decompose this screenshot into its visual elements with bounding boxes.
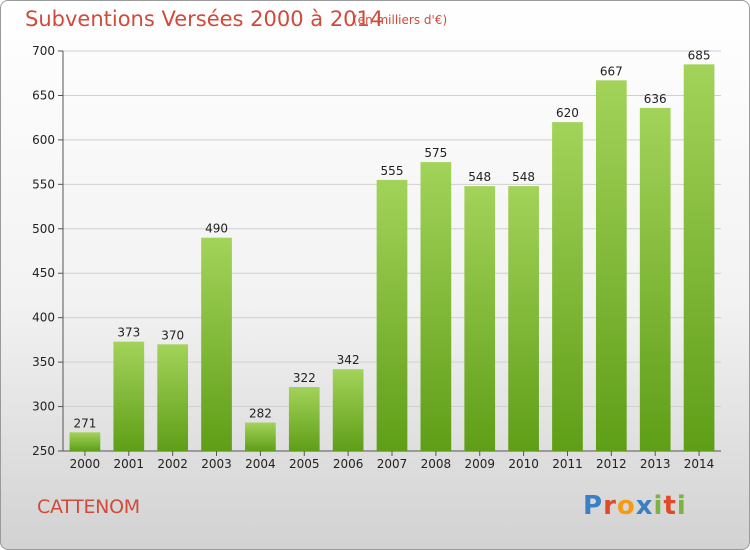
bar	[157, 344, 189, 451]
bar	[683, 64, 715, 452]
x-tick-labels: 2000 2001 2002 2003 2004 2005 2006 2007 2008 2009…	[70, 457, 715, 471]
x-tick-label: 2005	[289, 457, 320, 471]
logo-letter: i	[676, 491, 687, 521]
bar	[376, 179, 408, 451]
value-label: 282	[249, 407, 272, 421]
x-tick-label: 2012	[596, 457, 627, 471]
value-labels: 271 373 370 490 282 322 342 555 575 548 548 620 667 6…	[73, 48, 710, 430]
y-tick-label: 600	[32, 133, 55, 147]
proxiti-logo[interactable]: Proxiti	[583, 491, 687, 521]
value-label: 667	[600, 64, 623, 78]
bar	[288, 387, 320, 451]
x-tick-label: 2003	[201, 457, 232, 471]
y-tick-label: 650	[32, 88, 55, 102]
x-tick-label: 2008	[421, 457, 452, 471]
bar	[245, 422, 276, 451]
x-tick-label: 2000	[70, 457, 101, 471]
bar	[508, 186, 539, 451]
logo-letter: t	[663, 491, 677, 521]
x-tick-label: 2004	[245, 457, 276, 471]
x-tick-label: 2001	[114, 457, 145, 471]
value-label: 555	[381, 164, 404, 178]
bar	[639, 107, 671, 451]
place-name: CATTENOM	[37, 496, 140, 518]
bar	[332, 369, 364, 451]
chart-subtitle: (en milliers d'€)	[353, 13, 448, 27]
y-tick-label: 250	[32, 444, 55, 458]
x-tick-label: 2010	[508, 457, 539, 471]
value-label: 322	[293, 371, 316, 385]
logo-letter: o	[616, 491, 636, 521]
y-tick-label: 500	[32, 222, 55, 236]
logo-letter: P	[583, 491, 604, 521]
x-tick-label: 2006	[333, 457, 364, 471]
chart-title: Subventions Versées 2000 à 2014	[25, 7, 384, 31]
y-tick-label: 550	[32, 177, 55, 191]
x-tick-label: 2007	[377, 457, 408, 471]
x-tick-label: 2013	[640, 457, 671, 471]
bar	[552, 122, 583, 451]
value-label: 636	[644, 92, 667, 106]
y-tick-labels: 250 300 350 400 450 500 550 600 650 700	[32, 44, 55, 458]
x-tick-label: 2002	[157, 457, 188, 471]
value-label: 548	[468, 170, 491, 184]
bar	[420, 162, 452, 451]
bars	[69, 64, 715, 452]
logo-letter: i	[653, 491, 664, 521]
y-tick-label: 350	[32, 355, 55, 369]
value-label: 342	[337, 353, 360, 367]
bar	[464, 186, 496, 451]
value-label: 548	[512, 170, 535, 184]
value-label: 373	[117, 326, 140, 340]
x-tick-label: 2014	[684, 457, 715, 471]
value-label: 490	[205, 222, 228, 236]
value-label: 271	[73, 416, 96, 430]
x-tick-label: 2009	[464, 457, 495, 471]
x-tick-label: 2011	[552, 457, 583, 471]
bar	[113, 341, 145, 451]
bar	[595, 80, 627, 451]
logo-letter: x	[635, 491, 654, 521]
value-label: 620	[556, 106, 579, 120]
bar	[201, 237, 232, 451]
y-tick-label: 300	[32, 400, 55, 414]
bar	[69, 432, 101, 451]
logo-letter: r	[603, 491, 617, 521]
y-tick-label: 700	[32, 44, 55, 58]
value-label: 685	[688, 48, 711, 62]
y-tick-label: 400	[32, 311, 55, 325]
value-label: 370	[161, 328, 184, 342]
value-label: 575	[424, 146, 447, 160]
y-tick-label: 450	[32, 266, 55, 280]
